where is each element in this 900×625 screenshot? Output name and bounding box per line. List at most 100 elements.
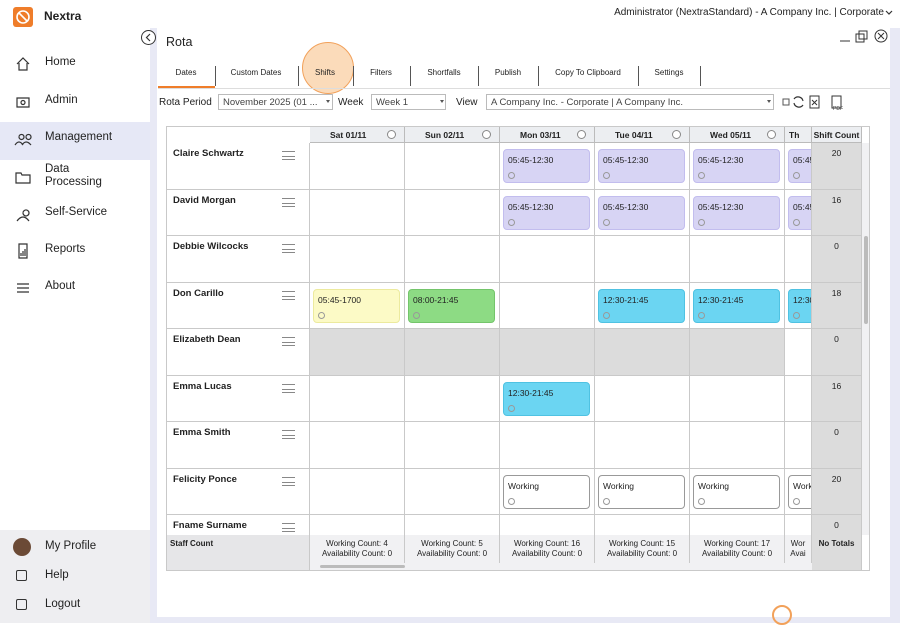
nav-item[interactable]: Reports bbox=[45, 243, 86, 255]
day-toggle[interactable] bbox=[482, 130, 491, 139]
day-cell[interactable] bbox=[405, 422, 500, 469]
row-menu[interactable] bbox=[282, 290, 295, 300]
tab[interactable]: Settings bbox=[654, 68, 684, 77]
day-cell[interactable] bbox=[310, 236, 405, 283]
day-cell[interactable] bbox=[405, 515, 500, 535]
shift-card[interactable]: Working bbox=[693, 474, 780, 509]
day-cell[interactable] bbox=[595, 515, 690, 535]
shift-card[interactable]: 05:45 bbox=[788, 195, 811, 230]
select[interactable]: Week 1 bbox=[371, 94, 446, 110]
day-cell[interactable] bbox=[405, 143, 500, 190]
day-cell[interactable] bbox=[785, 375, 812, 422]
day-cell[interactable]: Working bbox=[595, 468, 690, 515]
day-cell[interactable]: 12:30 bbox=[785, 282, 812, 329]
day-cell[interactable]: 12:30-21:45 bbox=[595, 282, 690, 329]
day-toggle[interactable] bbox=[672, 130, 681, 139]
day-cell[interactable] bbox=[500, 236, 595, 283]
bottom-nav-item[interactable]: Help bbox=[45, 569, 69, 581]
day-cell[interactable] bbox=[785, 422, 812, 469]
row-menu[interactable] bbox=[282, 337, 295, 346]
shift-card[interactable]: 05:45 bbox=[788, 149, 811, 183]
day-cell[interactable]: 05:45-12:30 bbox=[690, 143, 785, 190]
day-cell[interactable] bbox=[310, 515, 405, 535]
toolbar-icons[interactable]: PDF bbox=[781, 94, 847, 112]
shift-card[interactable]: 05:45-12:30 bbox=[693, 195, 780, 230]
h-scroll-thumb[interactable] bbox=[320, 565, 405, 568]
tab[interactable]: Filters bbox=[370, 68, 392, 77]
day-cell[interactable] bbox=[500, 329, 595, 376]
shift-card[interactable]: 05:45-12:30 bbox=[598, 149, 685, 183]
day-cell[interactable] bbox=[595, 375, 690, 422]
tab[interactable]: Copy To Clipboard bbox=[555, 68, 621, 77]
day-cell[interactable] bbox=[500, 515, 595, 535]
day-cell[interactable] bbox=[785, 329, 812, 376]
day-cell[interactable]: Work bbox=[785, 468, 812, 515]
shift-card[interactable]: 12:30-21:45 bbox=[503, 381, 590, 416]
day-cell[interactable] bbox=[500, 282, 595, 329]
user-chevron[interactable] bbox=[885, 10, 893, 16]
day-cell[interactable]: 08:00-21:45 bbox=[405, 282, 500, 329]
bottom-nav-item[interactable]: Logout bbox=[45, 598, 81, 610]
shift-card[interactable]: 05:45-1700 bbox=[313, 288, 400, 323]
select[interactable]: November 2025 (01 ... bbox=[218, 94, 333, 110]
shift-card[interactable]: 12:30 bbox=[788, 288, 811, 323]
nav-item[interactable]: Home bbox=[45, 56, 76, 68]
tab[interactable]: Dates bbox=[175, 68, 197, 77]
row-menu[interactable] bbox=[282, 523, 295, 532]
day-cell[interactable]: 05:45-12:30 bbox=[690, 189, 785, 236]
select[interactable]: A Company Inc. - Corporate | A Company I… bbox=[486, 94, 774, 110]
nav-item[interactable]: Admin bbox=[45, 94, 78, 106]
day-cell[interactable]: 05:45-12:30 bbox=[500, 189, 595, 236]
day-cell[interactable] bbox=[310, 189, 405, 236]
day-cell[interactable] bbox=[500, 422, 595, 469]
nav-item[interactable]: Data Processing bbox=[45, 163, 102, 188]
tab[interactable]: Shifts bbox=[314, 68, 335, 77]
day-cell[interactable] bbox=[690, 236, 785, 283]
day-cell[interactable] bbox=[405, 375, 500, 422]
day-cell[interactable] bbox=[405, 468, 500, 515]
day-cell[interactable] bbox=[595, 422, 690, 469]
collapse-button[interactable] bbox=[140, 29, 157, 46]
day-cell[interactable] bbox=[405, 329, 500, 376]
shift-card[interactable]: 12:30-21:45 bbox=[693, 288, 780, 323]
user-info[interactable]: Administrator (NextraStandard) - A Compa… bbox=[614, 7, 884, 18]
shift-card[interactable]: Working bbox=[503, 474, 590, 509]
shift-card[interactable]: 08:00-21:45 bbox=[408, 288, 495, 323]
day-cell[interactable] bbox=[310, 422, 405, 469]
tab[interactable]: Custom Dates bbox=[230, 68, 282, 77]
day-cell[interactable]: 05:45-12:30 bbox=[500, 143, 595, 190]
day-cell[interactable] bbox=[690, 422, 785, 469]
day-cell[interactable] bbox=[785, 515, 812, 535]
v-scroll-thumb[interactable] bbox=[864, 236, 868, 324]
day-toggle[interactable] bbox=[577, 130, 586, 139]
day-cell[interactable] bbox=[785, 236, 812, 283]
day-cell[interactable]: 12:30-21:45 bbox=[690, 282, 785, 329]
row-menu[interactable] bbox=[282, 244, 295, 253]
day-cell[interactable] bbox=[690, 515, 785, 535]
window-controls[interactable] bbox=[838, 29, 890, 45]
row-menu[interactable] bbox=[282, 476, 295, 486]
shift-card[interactable]: 05:45-12:30 bbox=[693, 149, 780, 183]
day-cell[interactable] bbox=[690, 329, 785, 376]
day-cell[interactable] bbox=[405, 236, 500, 283]
day-toggle[interactable] bbox=[387, 130, 396, 139]
shift-card[interactable]: 05:45-12:30 bbox=[598, 195, 685, 230]
row-menu[interactable] bbox=[282, 383, 295, 393]
day-cell[interactable]: 05:45-12:30 bbox=[595, 143, 690, 190]
bottom-nav-item[interactable]: My Profile bbox=[45, 540, 97, 552]
day-cell[interactable] bbox=[595, 329, 690, 376]
shift-card[interactable]: Working bbox=[598, 474, 685, 509]
day-cell[interactable] bbox=[595, 236, 690, 283]
nav-item[interactable]: Self-Service bbox=[45, 206, 107, 218]
row-menu[interactable] bbox=[282, 430, 295, 439]
day-cell[interactable] bbox=[690, 375, 785, 422]
day-cell[interactable] bbox=[310, 143, 405, 190]
day-cell[interactable]: 05:45 bbox=[785, 189, 812, 236]
shift-card[interactable]: 12:30-21:45 bbox=[598, 288, 685, 323]
row-menu[interactable] bbox=[282, 197, 295, 207]
shift-card[interactable]: 05:45-12:30 bbox=[503, 195, 590, 230]
tab[interactable]: Shortfalls bbox=[427, 68, 461, 77]
day-cell[interactable]: 12:30-21:45 bbox=[500, 375, 595, 422]
day-cell[interactable] bbox=[310, 468, 405, 515]
nav-item[interactable]: Management bbox=[45, 131, 113, 143]
